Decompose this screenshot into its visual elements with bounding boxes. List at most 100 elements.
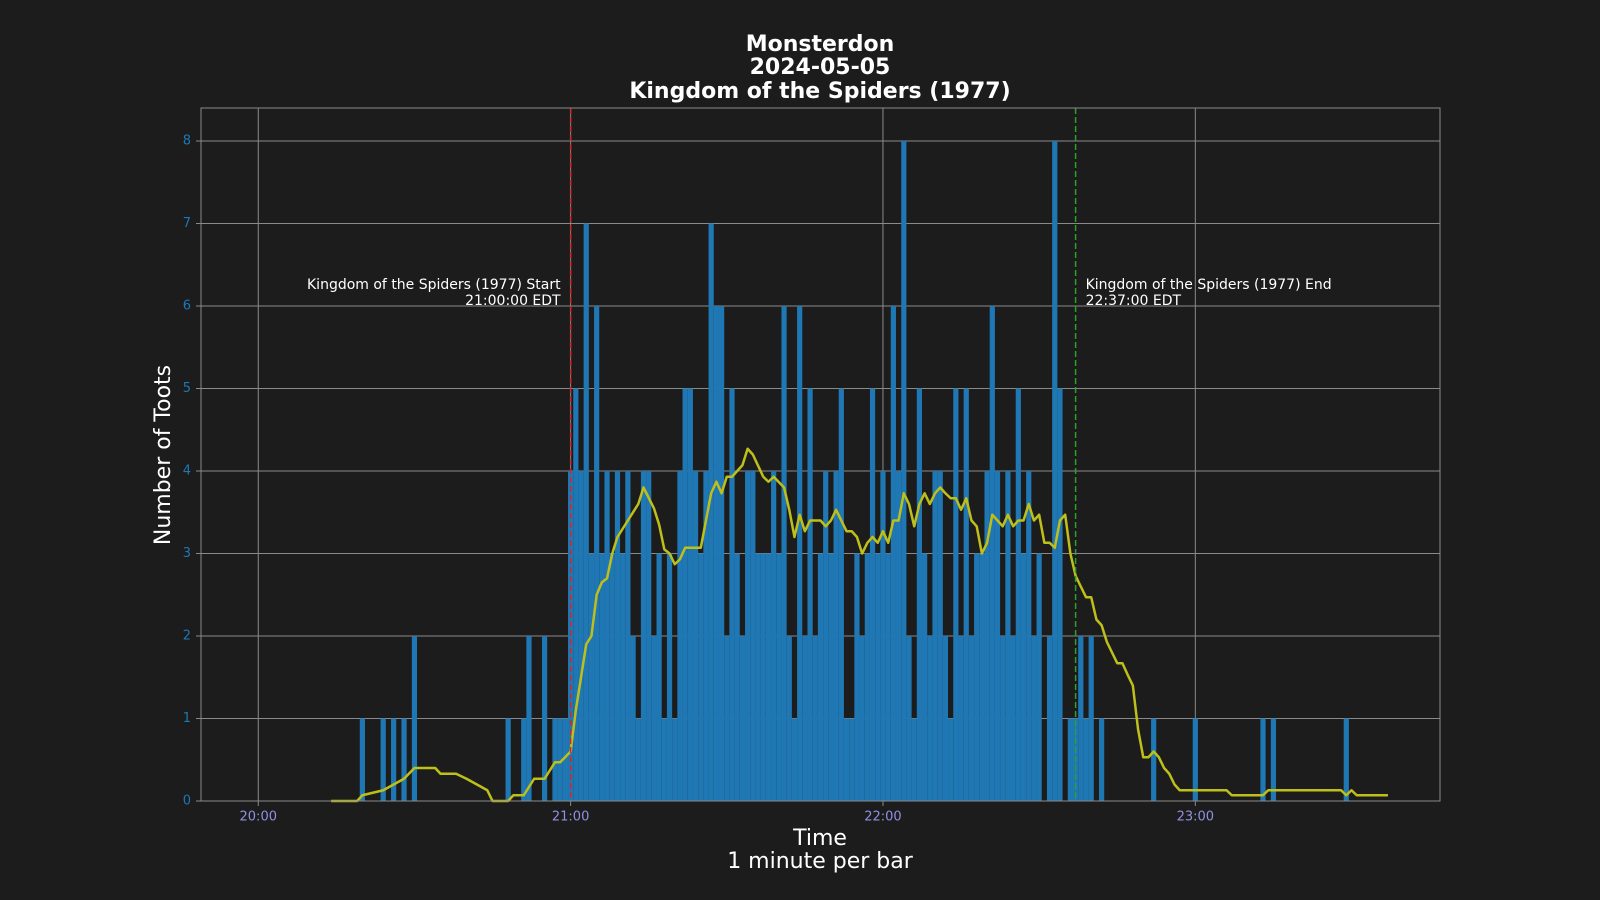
bar bbox=[552, 718, 558, 801]
bar bbox=[927, 636, 933, 801]
annotation: 22:37:00 EDT bbox=[1086, 293, 1182, 309]
bar bbox=[797, 306, 803, 801]
bar bbox=[1260, 718, 1266, 801]
bar bbox=[1052, 141, 1058, 801]
bar bbox=[646, 471, 652, 801]
chart-subtitle: Kingdom of the Spiders (1977) bbox=[629, 79, 1010, 104]
bar bbox=[859, 636, 865, 801]
bar bbox=[901, 141, 907, 801]
bar bbox=[765, 553, 772, 801]
y-tick-label: 6 bbox=[183, 299, 191, 314]
bar bbox=[922, 553, 928, 801]
bar bbox=[812, 636, 818, 801]
bar bbox=[880, 471, 886, 801]
bar bbox=[890, 306, 896, 801]
bar bbox=[916, 388, 923, 801]
bar bbox=[1343, 718, 1349, 801]
bar bbox=[661, 718, 667, 801]
bar bbox=[505, 718, 511, 801]
bar bbox=[682, 388, 688, 801]
bar bbox=[776, 553, 782, 801]
bar bbox=[974, 553, 980, 801]
bar bbox=[651, 636, 657, 801]
bar bbox=[823, 471, 829, 801]
bar bbox=[750, 471, 756, 801]
bar bbox=[734, 553, 740, 801]
bar bbox=[380, 718, 386, 801]
bar bbox=[833, 471, 839, 801]
bar bbox=[989, 306, 995, 801]
bar bbox=[1099, 718, 1105, 801]
bar bbox=[526, 636, 532, 801]
bar bbox=[745, 471, 751, 801]
bar bbox=[854, 553, 860, 801]
bar bbox=[864, 553, 870, 801]
y-tick-label: 2 bbox=[183, 629, 191, 644]
bar bbox=[1151, 718, 1157, 801]
y-tick-label: 4 bbox=[183, 464, 191, 479]
bar bbox=[614, 471, 621, 801]
bar bbox=[401, 718, 407, 801]
bar bbox=[771, 471, 777, 801]
bar bbox=[1031, 636, 1037, 801]
bar bbox=[1036, 553, 1042, 801]
y-tick-label: 0 bbox=[183, 794, 191, 809]
bar bbox=[984, 471, 990, 801]
y-tick-label: 8 bbox=[183, 134, 191, 149]
bar bbox=[541, 636, 548, 801]
bar bbox=[656, 553, 662, 801]
bar bbox=[869, 388, 876, 801]
bar bbox=[573, 388, 579, 801]
bar bbox=[791, 718, 798, 801]
bar bbox=[1026, 471, 1032, 801]
bar bbox=[713, 306, 719, 801]
bar bbox=[718, 306, 725, 801]
bar bbox=[843, 718, 850, 801]
bar bbox=[609, 553, 615, 801]
annotation: Kingdom of the Spiders (1977) Start bbox=[307, 277, 561, 293]
bar bbox=[948, 718, 954, 801]
bar bbox=[755, 553, 761, 801]
chart-title: Monsterdon bbox=[746, 32, 895, 57]
bar bbox=[578, 471, 584, 801]
bar bbox=[359, 718, 365, 801]
bar bbox=[802, 636, 808, 801]
bar bbox=[687, 388, 693, 801]
bar bbox=[817, 553, 824, 801]
bar bbox=[1083, 718, 1089, 801]
x-tick-label: 23:00 bbox=[1177, 810, 1214, 825]
bar bbox=[906, 636, 912, 801]
y-tick-label: 3 bbox=[183, 546, 191, 561]
bar bbox=[672, 718, 678, 801]
bar bbox=[968, 636, 975, 801]
bar bbox=[677, 471, 683, 801]
bar bbox=[724, 636, 730, 801]
y-tick-label: 1 bbox=[183, 711, 191, 726]
plot-frame bbox=[200, 107, 1441, 802]
bar bbox=[411, 636, 418, 801]
bar bbox=[781, 306, 787, 801]
bar bbox=[953, 388, 959, 801]
bar bbox=[994, 471, 1001, 801]
bar bbox=[786, 636, 792, 801]
line bbox=[331, 447, 1388, 803]
bar bbox=[1067, 718, 1073, 801]
bar bbox=[1192, 718, 1198, 801]
bar bbox=[1270, 718, 1277, 801]
bar bbox=[583, 223, 589, 801]
bar bbox=[666, 553, 673, 801]
bar bbox=[895, 471, 902, 801]
bar bbox=[599, 553, 605, 801]
y-tick-label: 7 bbox=[183, 216, 191, 231]
bar bbox=[692, 471, 699, 801]
bar bbox=[1088, 636, 1094, 801]
bar bbox=[979, 553, 985, 801]
bar bbox=[1005, 471, 1011, 801]
annotation: Kingdom of the Spiders (1977) End bbox=[1086, 277, 1332, 293]
bar bbox=[739, 636, 746, 801]
bar bbox=[625, 471, 631, 801]
bar bbox=[885, 553, 891, 801]
x-tick-label: 22:00 bbox=[864, 810, 901, 825]
bar bbox=[1046, 636, 1053, 801]
